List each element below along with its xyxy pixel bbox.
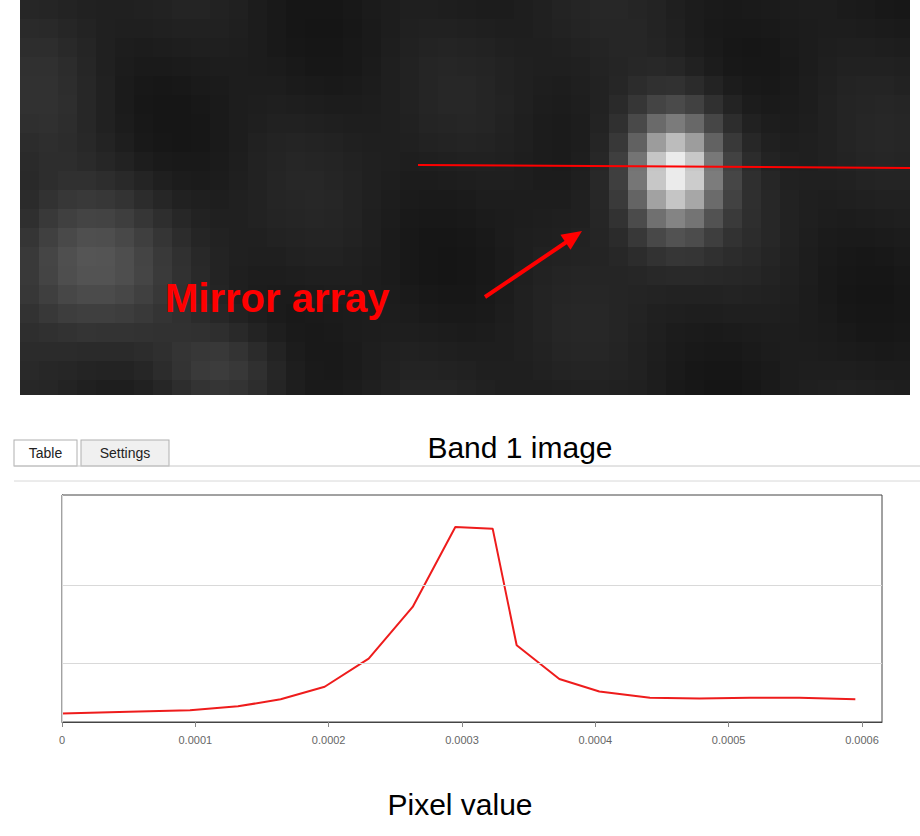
svg-text:Mirror array: Mirror array <box>165 276 390 320</box>
svg-text:0.0002: 0.0002 <box>312 734 346 746</box>
svg-text:Table: Table <box>29 445 63 461</box>
svg-text:Settings: Settings <box>100 445 151 461</box>
svg-text:0.0004: 0.0004 <box>579 734 613 746</box>
svg-text:0.0006: 0.0006 <box>845 734 879 746</box>
svg-text:0: 0 <box>59 734 65 746</box>
svg-text:Band 1 image: Band 1 image <box>427 431 612 464</box>
svg-text:0.0003: 0.0003 <box>445 734 479 746</box>
svg-text:0.0001: 0.0001 <box>179 734 213 746</box>
html-text:Pixel value: Pixel value <box>387 788 533 821</box>
svg-text:0.0005: 0.0005 <box>712 734 746 746</box>
